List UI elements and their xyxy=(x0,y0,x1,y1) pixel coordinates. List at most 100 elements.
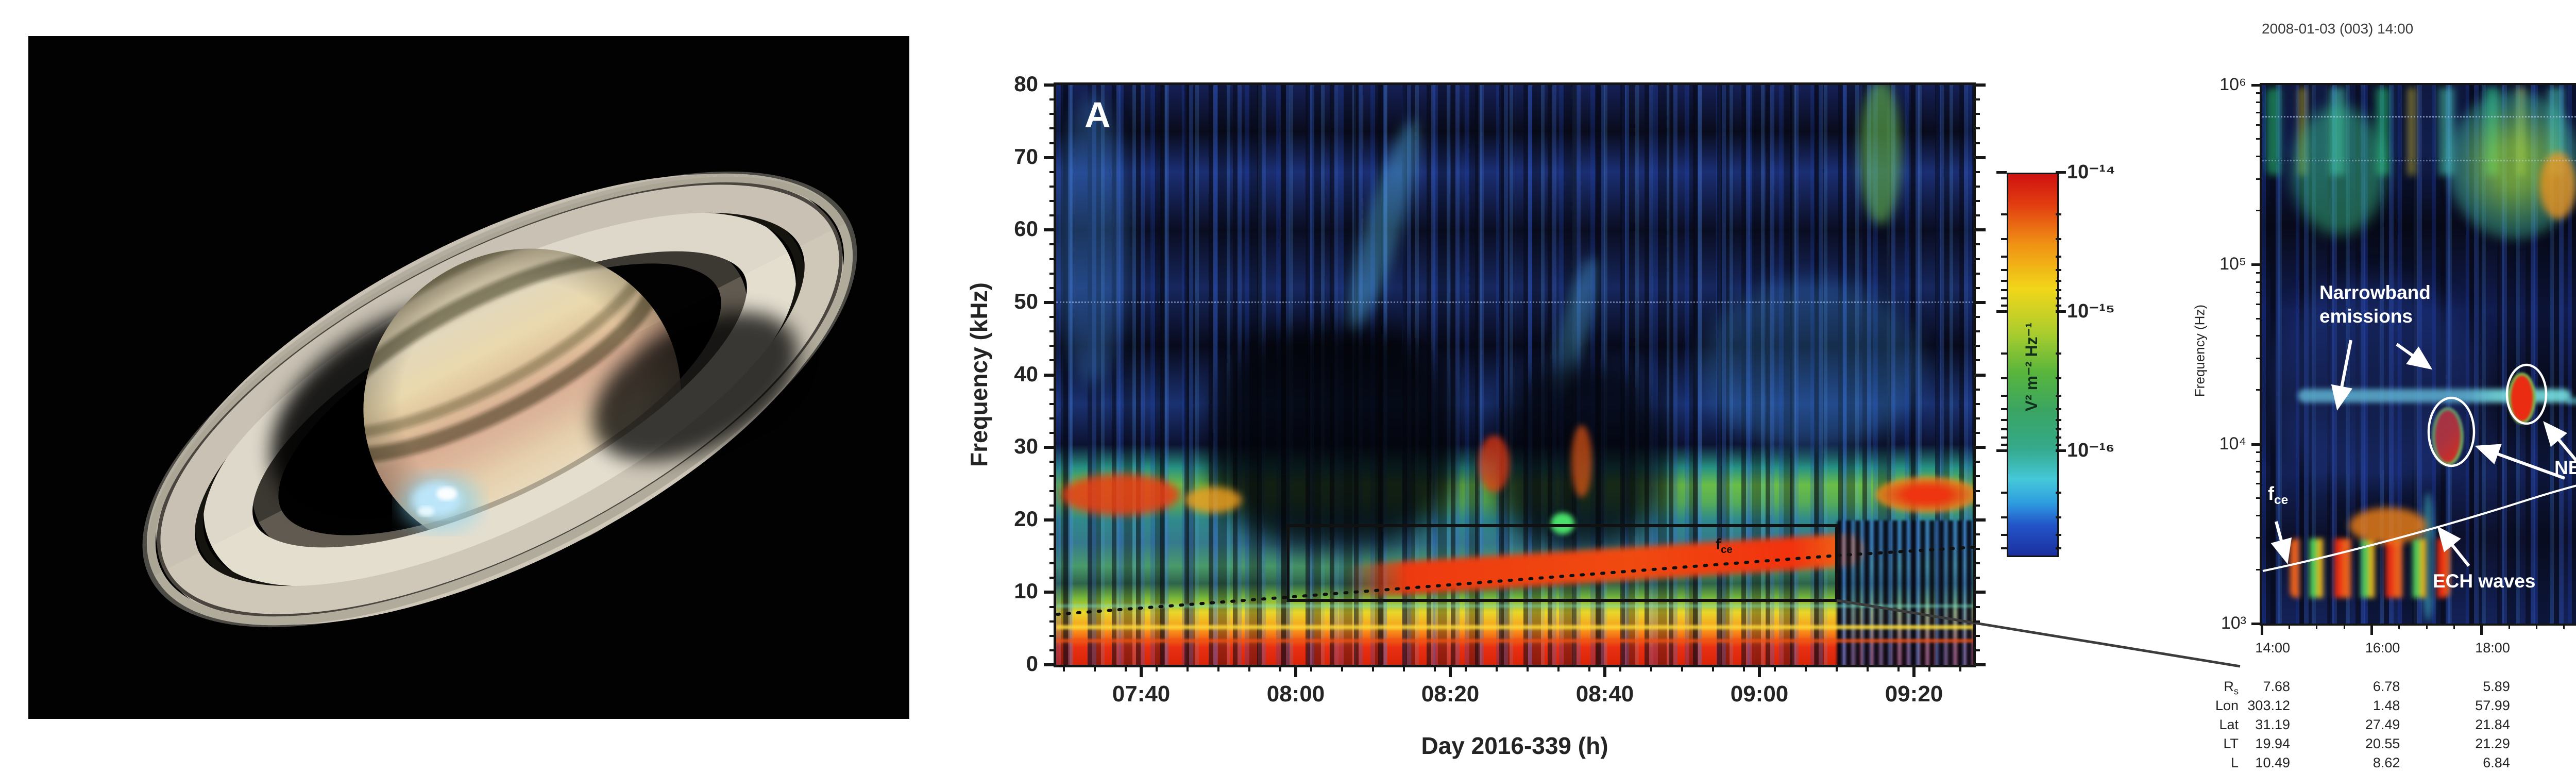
axis-tick-label: 70 xyxy=(1014,144,1038,169)
axis-tick xyxy=(1973,388,1980,391)
axis-tick xyxy=(2056,238,2061,240)
axis-tick xyxy=(2001,280,2007,282)
axis-tick-label: 08:20 xyxy=(1421,681,1480,707)
axis-tick xyxy=(2256,124,2262,126)
axis-tick-label: 10⁴ xyxy=(2219,433,2246,453)
axis-tick xyxy=(1044,156,1056,159)
axis-tick xyxy=(2251,84,2262,87)
axis-tick xyxy=(2256,178,2262,180)
axis-tick xyxy=(1187,665,1189,671)
axis-tick xyxy=(2508,624,2510,629)
axis-tick xyxy=(1973,475,1980,478)
table-cell: 6.78 xyxy=(2372,679,2400,694)
time-tick-label: 20:00 xyxy=(2553,640,2576,656)
axis-tick xyxy=(1140,665,1143,677)
table-cell: 5.35 xyxy=(2553,755,2576,771)
axis-tick xyxy=(2563,624,2565,629)
axis-tick xyxy=(2426,624,2428,629)
axis-tick xyxy=(2480,624,2483,635)
axis-tick xyxy=(1973,127,1980,130)
colorbar-tick-label: 10⁻¹⁶ xyxy=(2067,440,2115,461)
axis-tick xyxy=(2256,568,2262,570)
axis-tick xyxy=(1712,665,1714,671)
table-cell: 10.49 xyxy=(2255,755,2290,770)
axis-tick xyxy=(1044,446,1056,449)
axis-tick xyxy=(2001,419,2007,422)
axis-tick xyxy=(1973,373,1986,377)
colorbar-tick-label: 10⁻¹⁵ xyxy=(2067,300,2115,322)
table-cell: 19.94 xyxy=(2255,736,2290,751)
axis-tick xyxy=(1681,665,1683,671)
axis-tick-label: 08:40 xyxy=(1575,681,1634,707)
axis-tick xyxy=(2056,449,2066,452)
colorbar-tick-label: 10⁻¹⁴ xyxy=(2067,161,2115,183)
axis-tick xyxy=(2001,255,2007,258)
axis-tick xyxy=(1527,665,1529,671)
axis-tick xyxy=(2256,451,2262,453)
axis-tick xyxy=(1973,185,1980,188)
axis-tick xyxy=(1217,665,1219,671)
table-cell: 57.99 xyxy=(2475,698,2510,713)
axis-tick xyxy=(2056,268,2061,271)
axis-tick xyxy=(2001,213,2007,216)
axis-tick xyxy=(1758,665,1761,677)
faint-horizontal-line xyxy=(1056,301,1973,303)
panel-b-date-start: 2008-01-03 (003) 14:00 xyxy=(2262,21,2414,37)
axis-tick xyxy=(1049,359,1056,362)
axis-tick xyxy=(1049,417,1056,419)
axis-tick xyxy=(1973,518,1986,522)
axis-tick xyxy=(2056,280,2061,282)
axis-tick xyxy=(1973,330,1980,333)
axis-tick xyxy=(1044,83,1056,87)
axis-tick xyxy=(2370,624,2373,635)
axis-tick xyxy=(2001,377,2007,379)
axis-tick xyxy=(1973,345,1980,347)
axis-tick xyxy=(1049,562,1056,565)
axis-tick xyxy=(2056,428,2061,431)
axis-tick xyxy=(2056,213,2061,216)
axis-tick xyxy=(1973,562,1980,565)
axis-tick xyxy=(1044,300,1056,304)
axis-tick xyxy=(2001,547,2007,549)
axis-tick xyxy=(1973,214,1980,217)
axis-tick xyxy=(2256,102,2262,104)
axis-tick xyxy=(2001,304,2007,307)
axis-tick xyxy=(1973,504,1980,507)
axis-tick xyxy=(1973,359,1980,362)
axis-tick xyxy=(2343,624,2345,629)
axis-tick xyxy=(2001,289,2007,292)
axis-tick xyxy=(1996,310,2007,313)
axis-tick xyxy=(1049,200,1056,202)
time-tick-label: 14:00 xyxy=(2255,640,2290,656)
axis-tick xyxy=(1973,142,1980,144)
axis-tick xyxy=(1973,113,1980,115)
axis-tick xyxy=(2316,624,2318,629)
axis-tick xyxy=(1049,620,1056,623)
axis-tick xyxy=(2261,624,2263,629)
axis-tick xyxy=(1973,156,1986,159)
axis-tick xyxy=(1049,634,1056,637)
axis-tick xyxy=(1928,665,1930,671)
axis-tick xyxy=(1294,665,1297,677)
annotation-narrowband-emissions: Narrowband emissions xyxy=(2319,282,2431,327)
time-tick-label: 16:00 xyxy=(2365,640,2400,656)
axis-tick xyxy=(1049,475,1056,478)
axis-tick xyxy=(2056,304,2061,307)
axis-tick xyxy=(1310,665,1312,671)
table-cell: 21.84 xyxy=(2475,717,2510,732)
axis-tick xyxy=(1044,518,1056,522)
faint-horizontal-line xyxy=(2262,116,2576,117)
axis-tick xyxy=(1049,127,1056,130)
axis-tick xyxy=(1973,200,1980,202)
axis-tick xyxy=(1743,665,1745,671)
axis-tick xyxy=(1049,490,1056,492)
axis-tick xyxy=(1049,243,1056,246)
saturn-illustration xyxy=(28,36,909,719)
axis-tick xyxy=(2256,92,2262,94)
axis-tick xyxy=(1973,446,1986,449)
axis-tick xyxy=(1044,228,1056,232)
axis-tick xyxy=(1867,665,1869,671)
panel-a-letter: A xyxy=(1084,95,1111,135)
table-cell: 21.29 xyxy=(2475,736,2510,751)
